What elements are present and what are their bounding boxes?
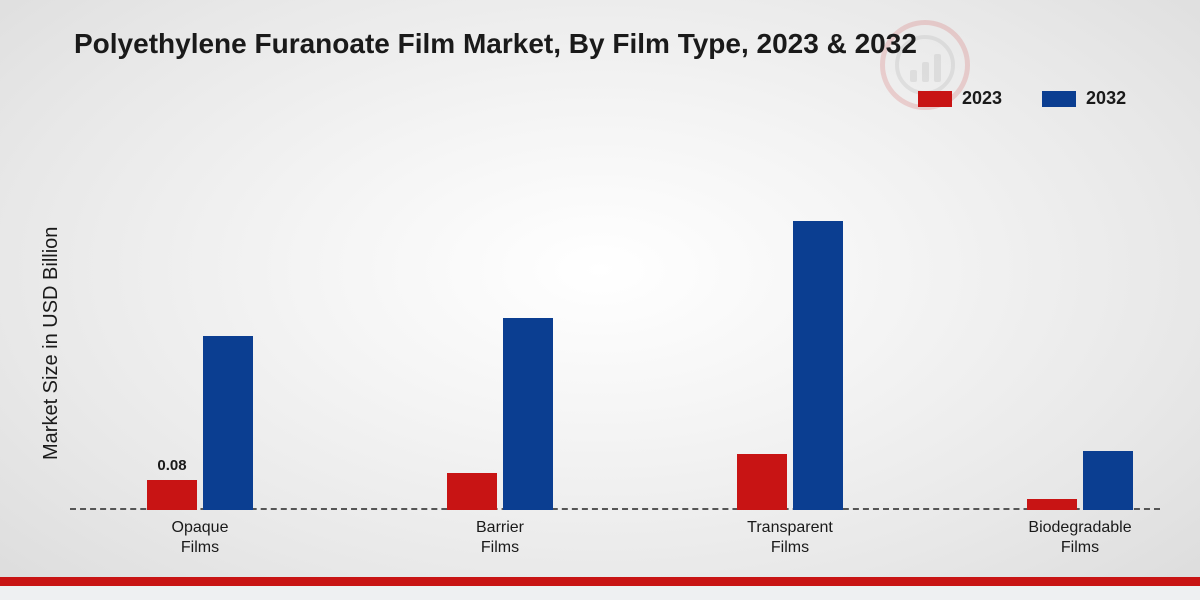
bar-group: [737, 221, 843, 510]
legend-item: 2023: [918, 88, 1002, 109]
footer-underlay: [0, 586, 1200, 600]
bar-value-label: 0.08: [157, 457, 186, 474]
chart-title: Polyethylene Furanoate Film Market, By F…: [74, 28, 917, 60]
bar-2032: [1083, 451, 1133, 510]
bar-2023: [1027, 499, 1077, 510]
chart-canvas: Polyethylene Furanoate Film Market, By F…: [0, 0, 1200, 600]
category-label: Biodegradable Films: [1028, 518, 1131, 558]
bar-2032: [793, 221, 843, 510]
legend-swatch: [918, 91, 952, 107]
footer-stripe: [0, 577, 1200, 586]
plot-area: 0.08: [70, 140, 1160, 510]
chart-legend: 2023 2032: [918, 88, 1126, 109]
bar-2032: [503, 318, 553, 510]
legend-label: 2023: [962, 88, 1002, 109]
legend-swatch: [1042, 91, 1076, 107]
legend-item: 2032: [1042, 88, 1126, 109]
bar-2032: [203, 336, 253, 510]
bar-2023: [147, 480, 197, 510]
category-label: Opaque Films: [172, 518, 229, 558]
bar-group: [447, 318, 553, 510]
bar-2023: [447, 473, 497, 510]
bar-2023: [737, 454, 787, 510]
category-label: Transparent Films: [747, 518, 833, 558]
legend-label: 2032: [1086, 88, 1126, 109]
y-axis-label: Market Size in USD Billion: [40, 227, 63, 460]
category-label: Barrier Films: [476, 518, 524, 558]
bar-group: [147, 336, 253, 510]
bar-group: [1027, 451, 1133, 510]
